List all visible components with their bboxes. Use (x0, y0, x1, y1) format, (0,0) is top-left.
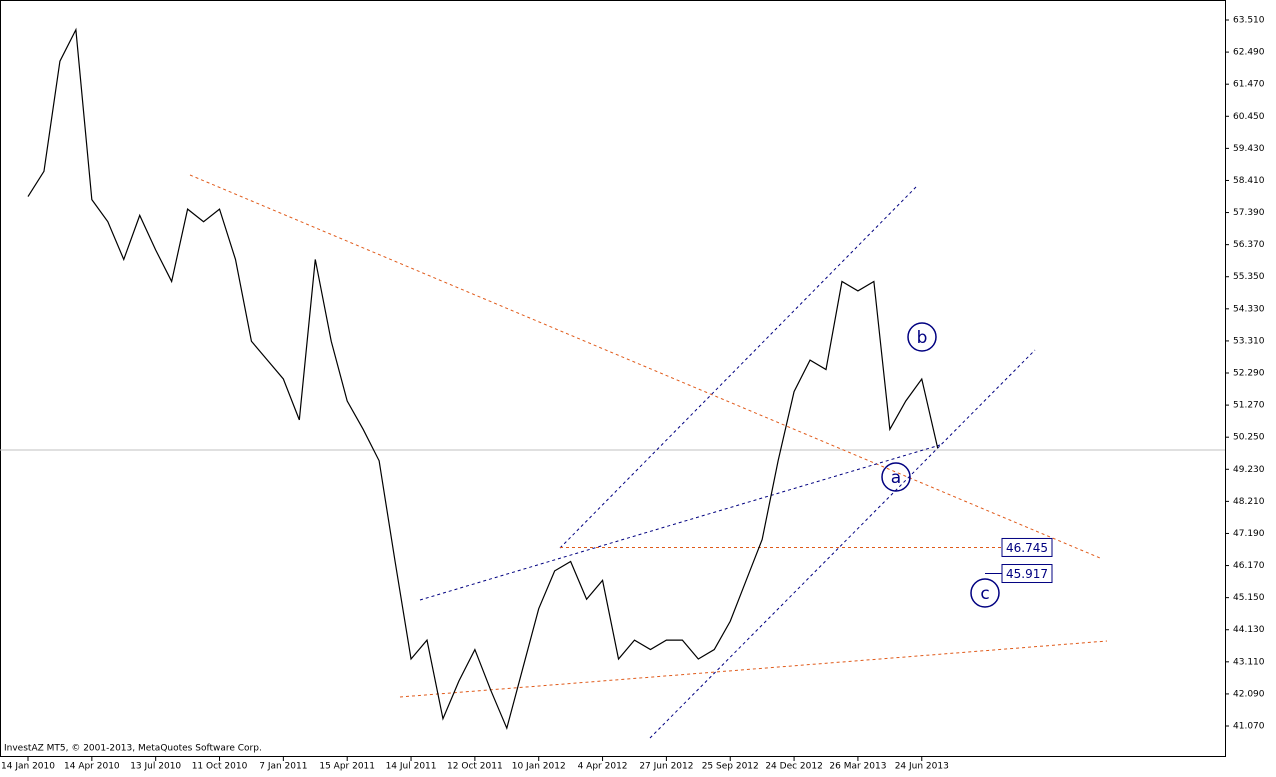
level-box (1001, 564, 1053, 584)
level-box (1001, 537, 1053, 557)
wave-circle (970, 578, 1000, 608)
x-tick-label: 24 Jun 2013 (895, 762, 949, 772)
y-tick-label: 52.290 (1233, 369, 1265, 379)
trend-line (189, 174, 1101, 559)
wave-label: a (891, 468, 901, 488)
x-tick-label: 13 Jul 2010 (130, 762, 181, 772)
x-tick-label: 4 Apr 2012 (578, 762, 628, 772)
y-tick-label: 44.130 (1233, 625, 1265, 635)
price-line (27, 27, 939, 731)
y-tick-label: 41.070 (1233, 722, 1265, 732)
y-tick-label: 63.510 (1233, 16, 1265, 26)
x-tick-label: 25 Sep 2012 (702, 762, 759, 772)
y-tick-label: 62.490 (1233, 48, 1265, 58)
y-tick-label: 54.330 (1233, 304, 1265, 314)
x-tick-label: 27 Jun 2012 (639, 762, 693, 772)
x-tick-label: 12 Oct 2011 (447, 762, 503, 772)
y-tick-label: 43.110 (1233, 657, 1265, 667)
y-tick-label: 59.430 (1233, 144, 1265, 154)
y-tick-label: 46.170 (1233, 561, 1265, 571)
x-tick-label: 11 Oct 2010 (192, 762, 248, 772)
wave-label: b (917, 328, 928, 348)
x-tick-label: 24 Dec 2012 (765, 762, 823, 772)
y-tick-label: 60.450 (1233, 112, 1265, 122)
y-tick-label: 48.210 (1233, 497, 1265, 507)
wave-circle (907, 322, 937, 352)
trend-line (399, 640, 1108, 698)
wave-circle (881, 462, 911, 492)
y-tick-label: 55.350 (1233, 272, 1265, 282)
y-tick-label: 58.410 (1233, 176, 1265, 186)
y-tick-label: 42.090 (1233, 689, 1265, 699)
x-tick-label: 14 Jul 2011 (386, 762, 437, 772)
wave-label: c (980, 584, 989, 604)
y-tick-label: 57.390 (1233, 208, 1265, 218)
y-tick-label: 61.470 (1233, 80, 1265, 90)
x-tick-label: 7 Jan 2011 (259, 762, 307, 772)
y-tick-label: 50.250 (1233, 433, 1265, 443)
y-tick-label: 49.230 (1233, 465, 1265, 475)
level-label: 46.745 (1006, 541, 1048, 555)
trend-lines (189, 174, 1108, 739)
copyright: InvestAZ MT5, © 2001-2013, MetaQuotes So… (4, 744, 262, 754)
y-tick-label: 51.270 (1233, 401, 1265, 411)
x-tick-label: 10 Jan 2012 (512, 762, 566, 772)
x-tick-label: 26 Mar 2013 (829, 762, 886, 772)
x-tick-label: 14 Jan 2010 (1, 762, 55, 772)
y-tick-label: 45.150 (1233, 593, 1265, 603)
plot-frame (0, 0, 1226, 757)
level-label: 45.917 (1006, 567, 1048, 581)
trend-line (649, 349, 1036, 739)
y-tick-label: 53.310 (1233, 336, 1265, 346)
x-tick-label: 14 Apr 2010 (64, 762, 120, 772)
y-tick-label: 47.190 (1233, 529, 1265, 539)
x-tick-label: 15 Apr 2011 (319, 762, 375, 772)
trend-line (419, 444, 941, 601)
trend-line (559, 184, 919, 549)
y-tick-label: 56.370 (1233, 240, 1265, 250)
